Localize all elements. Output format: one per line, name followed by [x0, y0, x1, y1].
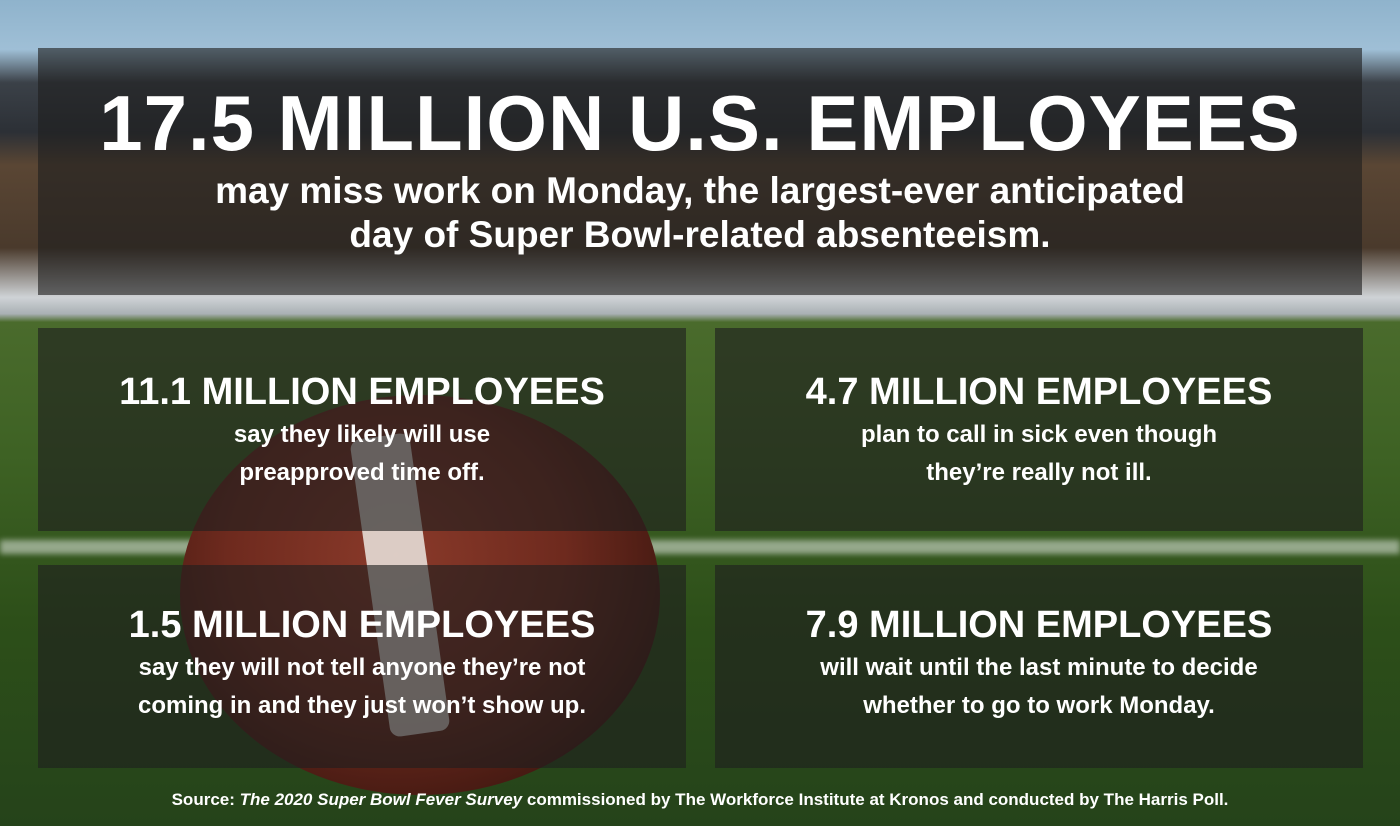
headline-subtitle-1: may miss work on Monday, the largest-eve… — [215, 170, 1185, 211]
stat-title: 11.1 MILLION EMPLOYEES — [119, 371, 605, 413]
headline-subtitle-2: day of Super Bowl-related absenteeism. — [349, 214, 1051, 255]
stat-title: 1.5 MILLION EMPLOYEES — [128, 604, 596, 646]
stat-text-2: they’re really not ill. — [926, 459, 1152, 486]
headline-title: 17.5 MILLION U.S. EMPLOYEES — [99, 79, 1301, 167]
source-survey-title: The 2020 Super Bowl Fever Survey — [239, 790, 523, 809]
stat-text-1: will wait until the last minute to decid… — [820, 654, 1258, 681]
stat-text-1: plan to call in sick even though — [860, 421, 1218, 448]
stat-panel-no-show: 1.5 MILLION EMPLOYEES say they will not … — [38, 565, 686, 768]
source-prefix: Source: — [171, 790, 240, 809]
stat-panel-preapproved: 11.1 MILLION EMPLOYEES say they likely w… — [38, 328, 686, 531]
headline-panel: 17.5 MILLION U.S. EMPLOYEES may miss wor… — [38, 48, 1362, 295]
stat-text-1: say they likely will use — [233, 421, 491, 448]
stat-text-2: preapproved time off. — [239, 459, 485, 486]
source-citation: Source: The 2020 Super Bowl Fever Survey… — [0, 790, 1400, 810]
stat-panel-last-minute: 7.9 MILLION EMPLOYEES will wait until th… — [715, 565, 1363, 768]
stat-title: 4.7 MILLION EMPLOYEES — [805, 371, 1273, 413]
stat-text-1: say they will not tell anyone they’re no… — [138, 654, 586, 681]
source-suffix: commissioned by The Workforce Institute … — [522, 790, 1229, 809]
stat-text-2: coming in and they just won’t show up. — [138, 692, 586, 719]
stat-title: 7.9 MILLION EMPLOYEES — [805, 604, 1273, 646]
stat-panel-call-in-sick: 4.7 MILLION EMPLOYEES plan to call in si… — [715, 328, 1363, 531]
stat-text-2: whether to go to work Monday. — [863, 692, 1215, 719]
